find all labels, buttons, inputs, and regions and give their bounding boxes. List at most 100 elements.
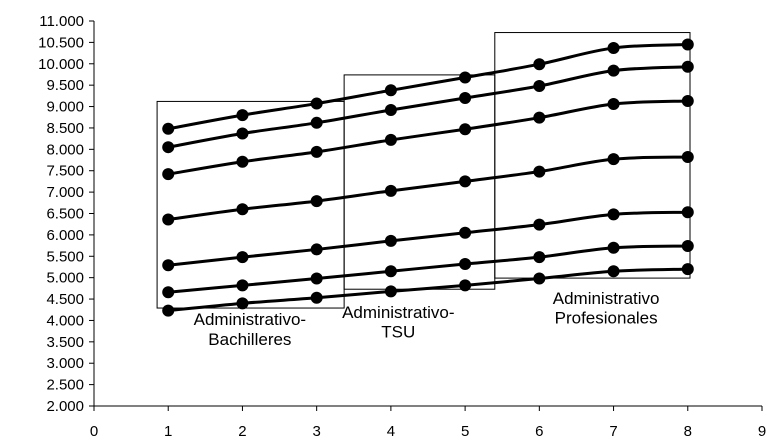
x-tick-label: 3 [312, 423, 320, 440]
annotation-label: Profesionales [555, 308, 658, 327]
data-point [162, 259, 175, 272]
data-point [681, 60, 694, 73]
data-point [236, 127, 249, 140]
data-point [384, 184, 397, 197]
y-tick-label: 11.000 [39, 13, 84, 30]
series-line [167, 43, 688, 131]
data-point [681, 206, 694, 219]
annotation-label: TSU [381, 323, 415, 342]
data-point [162, 286, 175, 299]
data-point [533, 272, 546, 285]
data-point [162, 122, 175, 135]
data-point [459, 257, 472, 270]
data-point [236, 203, 249, 216]
data-point [607, 208, 620, 221]
data-point [607, 153, 620, 166]
series-group [162, 38, 694, 317]
data-point [533, 165, 546, 178]
x-tick-label: 6 [535, 423, 543, 440]
data-point [162, 141, 175, 154]
data-point [162, 304, 175, 317]
y-tick-label: 8.500 [46, 120, 84, 137]
data-point [607, 265, 620, 278]
data-point [681, 151, 694, 164]
data-point [162, 213, 175, 226]
data-point [459, 92, 472, 104]
annotation-label: Administrativo- [194, 310, 306, 329]
x-tick-label: 5 [461, 423, 469, 440]
x-tick-label: 9 [758, 423, 766, 440]
data-point [384, 265, 397, 278]
data-point [310, 291, 323, 304]
data-point [607, 241, 620, 254]
series-line [167, 99, 688, 176]
data-point [681, 240, 694, 253]
data-point [681, 94, 694, 107]
y-tick-label: 4.500 [46, 291, 84, 308]
group-box [343, 74, 496, 290]
data-point [236, 155, 249, 168]
y-tick-label: 9.000 [46, 99, 84, 116]
x-tick-label: 1 [164, 423, 172, 440]
data-point [533, 111, 546, 124]
data-point [533, 251, 546, 264]
data-point [384, 285, 397, 298]
data-point [310, 116, 323, 129]
data-point [162, 168, 175, 181]
x-tick-label: 7 [609, 423, 617, 440]
data-point [459, 175, 472, 188]
data-point [384, 133, 397, 146]
y-tick-label: 5.500 [46, 248, 84, 265]
data-point [459, 279, 472, 292]
data-point [384, 234, 397, 247]
y-tick-label: 9.500 [46, 77, 84, 94]
data-point [310, 97, 323, 110]
data-point [236, 251, 249, 264]
data-point [607, 64, 620, 77]
data-point [310, 272, 323, 285]
y-tick-label: 7.500 [46, 163, 84, 180]
data-point [384, 84, 397, 97]
data-point [607, 41, 620, 54]
annotation-label: Administrativo- [342, 303, 454, 322]
y-tick-label: 2.500 [46, 377, 84, 394]
data-point [459, 123, 472, 136]
data-point [310, 195, 323, 208]
y-tick-label: 8.000 [46, 141, 84, 158]
data-point [459, 226, 472, 239]
series-line [168, 267, 688, 313]
series-line [168, 244, 688, 294]
data-point [607, 97, 620, 110]
y-tick-label: 3.500 [46, 334, 84, 351]
data-point [310, 243, 323, 256]
data-point [459, 71, 472, 84]
y-tick-label: 4.000 [46, 312, 84, 329]
x-tick-label: 4 [387, 423, 395, 440]
series-line [167, 65, 688, 149]
data-point [236, 109, 249, 122]
y-tick-label: 6.500 [46, 206, 84, 223]
data-point [681, 38, 694, 51]
annotation-label: Administrativo [553, 289, 660, 308]
y-tick-label: 5.000 [46, 270, 84, 287]
y-tick-label: 10.000 [38, 56, 84, 73]
data-point [236, 279, 249, 292]
data-point [384, 103, 397, 116]
data-point [533, 218, 546, 231]
y-tick-label: 2.000 [46, 398, 84, 415]
x-tick-label: 0 [90, 423, 98, 440]
y-tick-label: 6.000 [46, 227, 84, 244]
x-tick-label: 8 [684, 423, 692, 440]
annotations: Administrativo-BachilleresAdministrativo… [194, 289, 660, 349]
y-tick-label: 7.000 [46, 184, 84, 201]
data-point [681, 263, 694, 276]
data-point [236, 297, 249, 310]
series-line [168, 155, 688, 221]
annotation-label: Bachilleres [208, 330, 291, 349]
data-point [310, 145, 323, 158]
data-point [533, 80, 546, 93]
series-line [168, 210, 688, 267]
y-tick-label: 3.000 [46, 355, 84, 372]
y-tick-label: 10.500 [38, 34, 84, 51]
